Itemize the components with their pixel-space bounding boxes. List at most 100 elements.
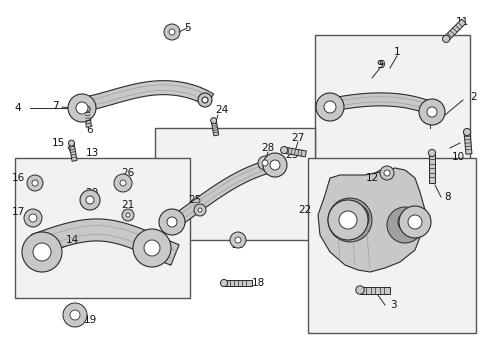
Circle shape [464, 129, 470, 136]
Bar [155, 128, 315, 240]
Text: 17: 17 [11, 207, 24, 217]
Circle shape [22, 232, 62, 272]
Circle shape [86, 196, 94, 204]
Text: 16: 16 [11, 173, 24, 183]
Circle shape [114, 174, 132, 192]
Bar [315, 35, 470, 160]
Bar [308, 158, 476, 333]
Text: 3: 3 [390, 300, 396, 310]
Polygon shape [211, 120, 219, 136]
Circle shape [80, 190, 100, 210]
Text: 24: 24 [216, 105, 229, 115]
Polygon shape [167, 159, 276, 230]
Text: 23: 23 [285, 150, 298, 160]
Circle shape [428, 149, 436, 157]
Text: 12: 12 [366, 173, 379, 183]
Circle shape [262, 160, 268, 166]
Circle shape [27, 175, 43, 191]
Circle shape [419, 99, 445, 125]
Circle shape [69, 140, 74, 146]
Polygon shape [284, 147, 306, 157]
Circle shape [126, 213, 130, 217]
Circle shape [328, 200, 368, 240]
Text: 8: 8 [445, 192, 451, 202]
Text: 18: 18 [251, 278, 265, 288]
Circle shape [341, 204, 369, 232]
Circle shape [328, 198, 372, 242]
Text: 14: 14 [65, 235, 78, 245]
Text: 9: 9 [427, 117, 433, 127]
Polygon shape [444, 19, 466, 41]
Polygon shape [85, 109, 91, 127]
Circle shape [122, 209, 134, 221]
Circle shape [29, 214, 37, 222]
Circle shape [316, 93, 344, 121]
Circle shape [32, 180, 38, 186]
Polygon shape [329, 93, 432, 114]
Circle shape [235, 237, 241, 243]
Text: 9: 9 [377, 60, 383, 70]
Circle shape [159, 209, 185, 235]
Text: 20: 20 [85, 188, 98, 198]
Text: 2: 2 [471, 92, 477, 102]
Text: 11: 11 [455, 17, 468, 27]
Text: 4: 4 [15, 103, 21, 113]
Circle shape [399, 206, 431, 238]
Circle shape [263, 153, 287, 177]
Circle shape [384, 170, 390, 176]
Text: 28: 28 [261, 143, 274, 153]
Circle shape [324, 101, 336, 113]
Text: 9: 9 [379, 60, 385, 70]
Circle shape [120, 180, 126, 186]
Polygon shape [318, 168, 425, 272]
Circle shape [281, 147, 288, 154]
Polygon shape [31, 219, 179, 265]
Polygon shape [224, 280, 252, 286]
Circle shape [408, 215, 422, 229]
Circle shape [202, 97, 208, 103]
Text: 5: 5 [184, 23, 190, 33]
Polygon shape [464, 132, 472, 154]
Text: 21: 21 [122, 200, 135, 210]
Circle shape [427, 107, 437, 117]
Circle shape [164, 24, 180, 40]
Text: 27: 27 [292, 133, 305, 143]
Bar [15, 158, 190, 298]
Circle shape [198, 208, 202, 212]
Polygon shape [69, 143, 77, 161]
Text: 26: 26 [122, 168, 135, 178]
Circle shape [211, 118, 217, 123]
Text: 10: 10 [451, 152, 465, 162]
Polygon shape [79, 81, 214, 112]
Text: 19: 19 [83, 315, 97, 325]
Circle shape [84, 106, 90, 112]
Circle shape [63, 303, 87, 327]
Circle shape [258, 156, 272, 170]
Text: 22: 22 [298, 205, 312, 215]
Circle shape [194, 204, 206, 216]
Circle shape [220, 279, 227, 287]
Circle shape [380, 166, 394, 180]
Circle shape [270, 160, 280, 170]
Text: 13: 13 [85, 148, 98, 158]
Polygon shape [360, 287, 390, 293]
Polygon shape [429, 153, 435, 183]
Text: 29: 29 [231, 240, 245, 250]
Circle shape [24, 209, 42, 227]
Circle shape [133, 229, 171, 267]
Text: 7: 7 [51, 101, 58, 111]
Text: 1: 1 [393, 47, 400, 57]
Circle shape [230, 232, 246, 248]
Circle shape [356, 286, 364, 294]
Text: 15: 15 [51, 138, 65, 148]
Circle shape [398, 212, 418, 232]
Circle shape [442, 35, 450, 42]
Text: 25: 25 [188, 195, 201, 205]
Circle shape [339, 211, 357, 229]
Circle shape [167, 217, 177, 227]
Circle shape [70, 310, 80, 320]
Text: 6: 6 [87, 125, 93, 135]
Circle shape [144, 240, 160, 256]
Circle shape [76, 102, 88, 114]
Circle shape [169, 29, 175, 35]
